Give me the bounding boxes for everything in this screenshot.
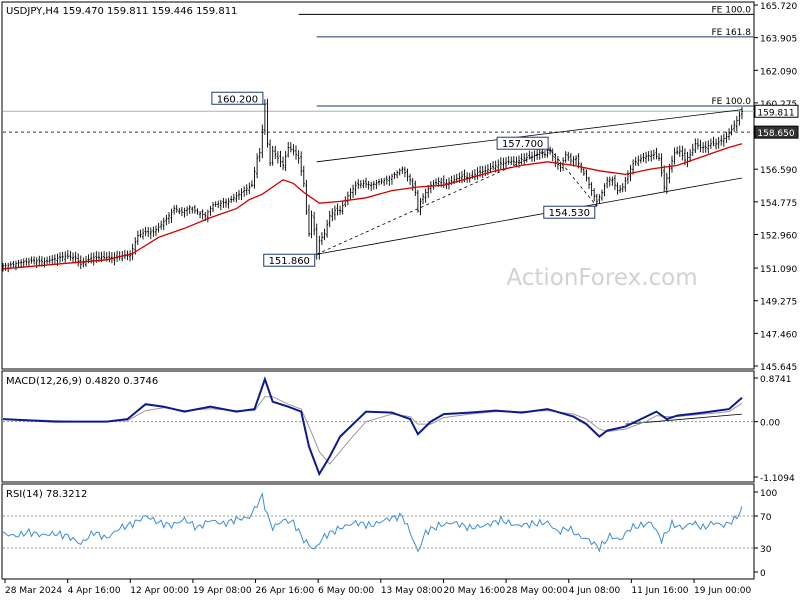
rsi-line	[2, 491, 743, 553]
time-tick-label: 12 Apr 00:00	[130, 586, 189, 596]
macd-panel-title: MACD(12,26,9) 0.4820 0.3746	[6, 376, 158, 387]
rsi-tick-label: 100	[760, 489, 777, 499]
macd-tick-label: 0.00	[760, 419, 780, 429]
time-tick-label: 19 Jun 00:00	[694, 586, 751, 596]
price-tick-label: 162.090	[760, 67, 797, 77]
price-tag-box	[754, 125, 799, 139]
price-panel-frame	[1, 1, 755, 370]
price-tick-label: 154.775	[760, 199, 797, 209]
time-tick-label: 26 Apr 16:00	[256, 586, 315, 596]
price-tick-label: 151.090	[760, 265, 797, 275]
macd-axis-ticks: 0.8741 0.00 -1.1094	[754, 375, 795, 484]
time-tick-label: 20 May 16:00	[443, 586, 505, 596]
price-tick-label: 152.960	[760, 231, 797, 241]
price-tick-label: 145.645	[760, 363, 797, 373]
macd-tick-label: 0.8741	[760, 375, 792, 385]
time-tick-label: 19 Apr 08:00	[193, 586, 252, 596]
price-tick-label: 156.590	[760, 166, 797, 176]
price-annotations: 160.200 151.860 157.700 154.530	[211, 91, 597, 267]
price-tag-label: 158.650	[757, 129, 794, 139]
price-annotation-box	[496, 136, 549, 150]
time-tick-label: 4 Jun 08:00	[569, 586, 621, 596]
price-annotation-box	[543, 205, 596, 219]
rsi-panel-title: RSI(14) 78.3212	[6, 489, 87, 500]
price-tick-label: 165.720	[760, 2, 797, 12]
rsi-axis-ticks: 100 70 30 0	[754, 489, 777, 579]
fe-level-label: FE 100.0	[712, 5, 752, 15]
fe-level-label: FE 100.0	[712, 97, 752, 107]
price-levels: FE 100.0 FE 161.8 FE 100.0	[3, 5, 754, 133]
channel-trendline	[316, 109, 743, 163]
time-tick-label: 6 May 00:00	[318, 586, 374, 596]
rsi-levels	[3, 515, 754, 549]
price-annotation-box	[263, 253, 316, 267]
price-annotation-label: 154.530	[549, 208, 590, 219]
time-tick-label: 28 May 00:00	[506, 586, 568, 596]
time-tick-label: 4 Apr 16:00	[68, 586, 121, 596]
price-tick-label: 149.275	[760, 298, 797, 308]
fe-level-label: FE 161.8	[712, 28, 752, 38]
time-tick-label: 11 Jun 16:00	[631, 586, 688, 596]
price-annotation-label: 157.700	[502, 139, 543, 150]
macd-line	[2, 376, 743, 477]
price-tag-label: 159.811	[757, 108, 794, 118]
macd-tick-label: -1.1094	[760, 474, 795, 484]
rsi-series	[2, 491, 743, 553]
moving-average-line	[2, 143, 743, 270]
price-panel-title: USDJPY,H4 159.470 159.811 159.446 159.81…	[6, 6, 237, 17]
price-annotation-label: 160.200	[217, 94, 258, 105]
macd-panel-frame	[1, 370, 755, 483]
rsi-tick-label: 70	[760, 513, 772, 523]
price-tick-label: 147.460	[760, 330, 797, 340]
time-axis-ticks: 28 Mar 2024 4 Apr 16:00 12 Apr 00:00 19 Apr…	[4, 579, 751, 596]
price-annotation-box	[211, 91, 264, 105]
price-tag-box	[754, 104, 799, 118]
price-tags: 159.811 158.650	[754, 104, 799, 139]
channel-trendline	[316, 177, 743, 255]
channel-trendline	[316, 148, 551, 255]
price-tick-label: 163.905	[760, 35, 797, 45]
rsi-tick-label: 30	[760, 545, 772, 555]
rsi-panel-frame	[1, 483, 755, 580]
price-annotation-label: 151.860	[269, 256, 310, 267]
macd-series	[2, 376, 743, 477]
time-tick-label: 13 May 08:00	[381, 586, 443, 596]
watermark: ActionForex.com	[506, 265, 697, 291]
rsi-tick-label: 0	[760, 569, 766, 579]
time-tick-label: 28 Mar 2024	[5, 586, 62, 596]
